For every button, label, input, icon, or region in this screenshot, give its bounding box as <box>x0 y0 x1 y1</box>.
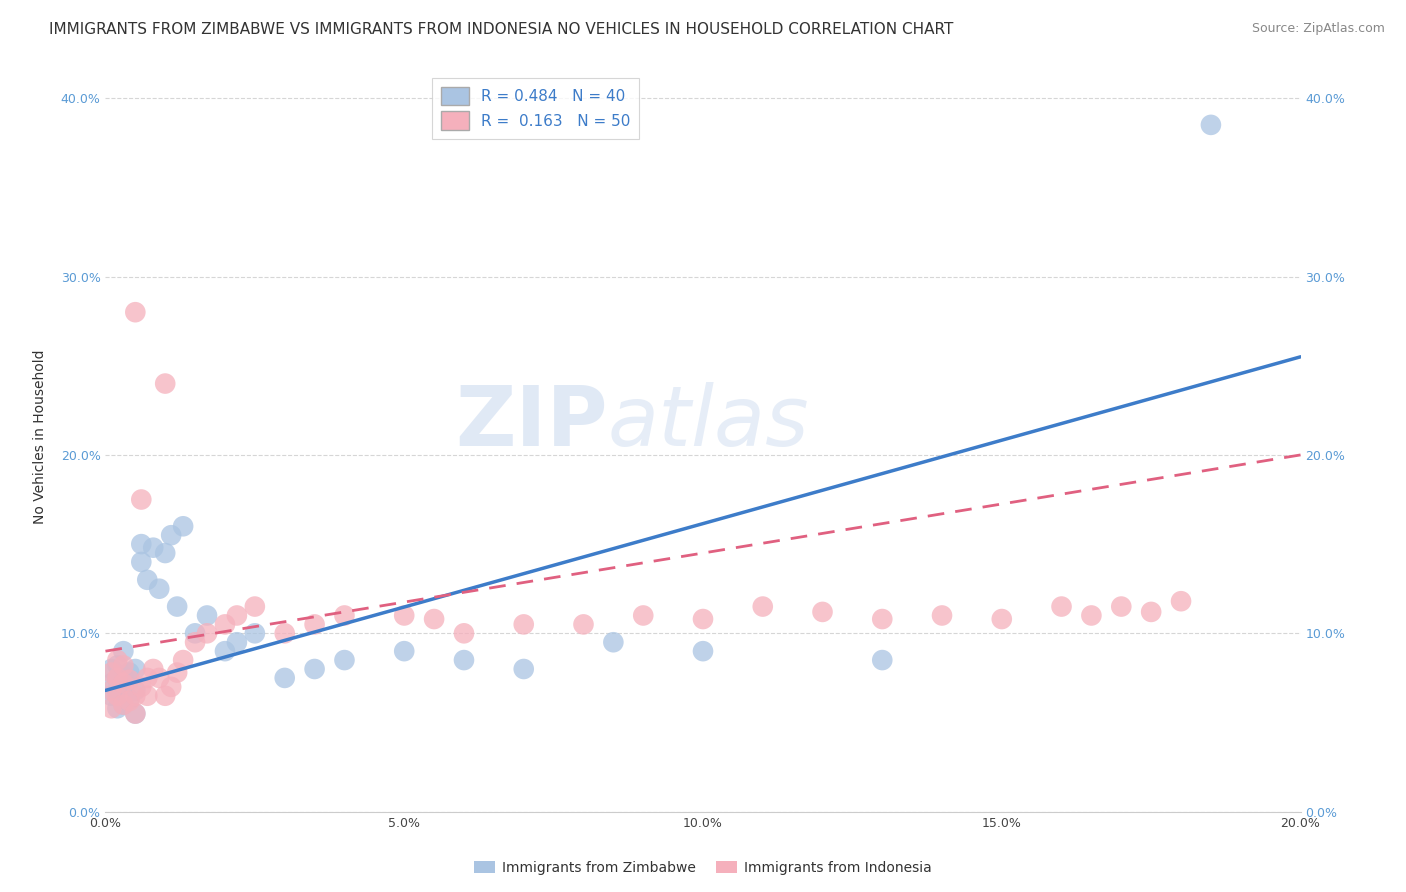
Point <box>112 658 135 673</box>
Point <box>304 617 326 632</box>
Point <box>225 635 249 649</box>
Point <box>423 612 446 626</box>
Text: IMMIGRANTS FROM ZIMBABWE VS IMMIGRANTS FROM INDONESIA NO VEHICLES IN HOUSEHOLD C: IMMIGRANTS FROM ZIMBABWE VS IMMIGRANTS F… <box>49 22 953 37</box>
Point <box>107 673 129 687</box>
Point <box>107 671 129 685</box>
Point <box>394 644 416 658</box>
Point <box>872 653 894 667</box>
Point <box>118 694 141 708</box>
Point <box>225 608 249 623</box>
Point <box>1080 608 1102 623</box>
Point <box>1140 605 1163 619</box>
Text: atlas: atlas <box>607 382 808 463</box>
Point <box>142 541 165 555</box>
Point <box>214 617 236 632</box>
Point <box>155 689 177 703</box>
Point <box>107 683 129 698</box>
Point <box>1199 118 1222 132</box>
Point <box>148 671 170 685</box>
Point <box>172 653 194 667</box>
Legend: Immigrants from Zimbabwe, Immigrants from Indonesia: Immigrants from Zimbabwe, Immigrants fro… <box>468 855 938 880</box>
Y-axis label: No Vehicles in Household: No Vehicles in Household <box>32 350 46 524</box>
Point <box>118 673 141 687</box>
Point <box>112 669 135 683</box>
Point <box>633 608 655 623</box>
Point <box>513 662 536 676</box>
Point <box>931 608 953 623</box>
Point <box>100 683 122 698</box>
Point <box>166 599 188 614</box>
Point <box>129 492 153 507</box>
Point <box>112 644 135 658</box>
Point <box>872 612 894 626</box>
Point <box>107 658 129 673</box>
Point <box>513 617 536 632</box>
Point <box>112 680 135 694</box>
Point <box>148 582 170 596</box>
Point <box>136 573 159 587</box>
Point <box>124 706 146 721</box>
Point <box>107 689 129 703</box>
Point <box>273 626 295 640</box>
Point <box>166 665 188 680</box>
Point <box>100 662 122 676</box>
Point <box>136 689 159 703</box>
Point <box>273 671 295 685</box>
Point <box>112 698 135 712</box>
Point <box>112 676 135 690</box>
Legend: R = 0.484   N = 40, R =  0.163   N = 50: R = 0.484 N = 40, R = 0.163 N = 50 <box>432 78 640 139</box>
Point <box>453 653 475 667</box>
Point <box>129 680 153 694</box>
Point <box>100 701 122 715</box>
Point <box>155 376 177 391</box>
Point <box>990 612 1012 626</box>
Point <box>129 555 153 569</box>
Point <box>184 626 207 640</box>
Point <box>333 653 356 667</box>
Point <box>811 605 834 619</box>
Point <box>453 626 475 640</box>
Point <box>124 689 146 703</box>
Point <box>129 537 153 551</box>
Point <box>124 662 146 676</box>
Point <box>142 662 165 676</box>
Point <box>243 626 266 640</box>
Point <box>112 698 135 712</box>
Point <box>124 706 146 721</box>
Text: Source: ZipAtlas.com: Source: ZipAtlas.com <box>1251 22 1385 36</box>
Point <box>1170 594 1192 608</box>
Point <box>100 676 122 690</box>
Point <box>118 692 141 706</box>
Point <box>243 599 266 614</box>
Point <box>394 608 416 623</box>
Point <box>136 671 159 685</box>
Point <box>333 608 356 623</box>
Point <box>107 701 129 715</box>
Point <box>184 635 207 649</box>
Point <box>304 662 326 676</box>
Point <box>572 617 595 632</box>
Point <box>160 528 183 542</box>
Point <box>214 644 236 658</box>
Point <box>602 635 624 649</box>
Point <box>195 626 218 640</box>
Point <box>1050 599 1073 614</box>
Point <box>692 612 714 626</box>
Point <box>118 665 141 680</box>
Text: ZIP: ZIP <box>456 382 607 463</box>
Point <box>195 608 218 623</box>
Point <box>100 689 122 703</box>
Point <box>172 519 194 533</box>
Point <box>1111 599 1133 614</box>
Point <box>107 653 129 667</box>
Point <box>160 680 183 694</box>
Point <box>124 683 146 698</box>
Point <box>155 546 177 560</box>
Point <box>100 665 122 680</box>
Point <box>124 305 146 319</box>
Point <box>751 599 773 614</box>
Point <box>692 644 714 658</box>
